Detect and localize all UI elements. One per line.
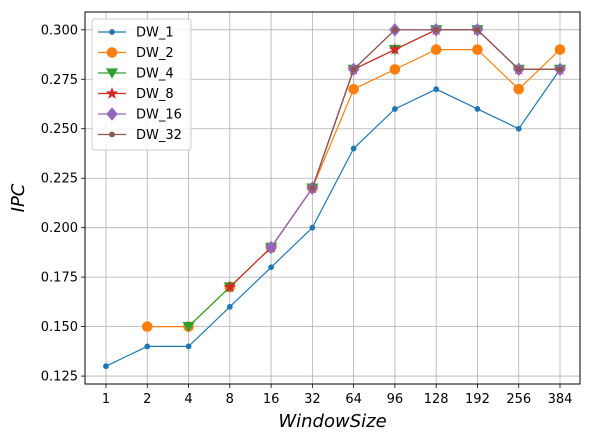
x-tick-label: 1 <box>102 392 110 407</box>
data-point <box>557 66 563 73</box>
series-DW_32 <box>309 26 563 192</box>
y-axis-label: IPC <box>8 183 29 212</box>
data-point <box>433 86 440 93</box>
legend-item: DW_16 <box>98 107 182 123</box>
data-point <box>513 83 525 95</box>
series-layer <box>103 23 567 370</box>
y-tick-label: 0.300 <box>41 23 78 38</box>
data-point <box>141 321 153 332</box>
y-tick-label: 0.225 <box>41 172 78 187</box>
legend-swatch-marker <box>105 87 119 99</box>
y-tick-label: 0.275 <box>41 73 78 88</box>
data-point <box>182 321 195 333</box>
data-point <box>348 83 359 95</box>
x-tick-label: 32 <box>304 392 321 407</box>
data-point <box>226 303 233 310</box>
data-point <box>185 343 192 350</box>
x-tick-label: 2 <box>143 392 151 407</box>
x-tick-label: 64 <box>345 392 362 407</box>
plot-frame <box>84 11 581 385</box>
data-point <box>474 106 481 112</box>
y-tick-label: 0.125 <box>41 370 78 385</box>
data-point <box>515 125 522 132</box>
legend-label: DW_16 <box>136 108 182 123</box>
legend-label: DW_32 <box>136 128 182 143</box>
data-point <box>430 44 442 55</box>
data-point <box>350 66 357 73</box>
data-point <box>223 280 236 293</box>
x-tick-label: 128 <box>424 392 449 407</box>
data-point <box>103 363 109 370</box>
data-point <box>389 64 401 75</box>
data-point <box>309 224 316 231</box>
data-point <box>433 26 440 33</box>
legend-label: DW_1 <box>136 26 174 41</box>
data-point <box>554 44 566 55</box>
data-point <box>474 26 481 33</box>
legend-item: DW_4 <box>98 67 174 82</box>
y-tick-label: 0.150 <box>41 320 78 335</box>
legend-label: DW_4 <box>136 67 174 82</box>
legend-item: DW_1 <box>98 26 174 41</box>
series-line <box>105 69 561 367</box>
legend: DW_1 DW_2 DW_4 DW_8 DW_16 DW_32 <box>91 18 192 151</box>
legend-item: DW_8 <box>98 87 174 102</box>
y-tick-label: 0.250 <box>41 122 78 137</box>
x-tick-label: 4 <box>184 392 192 407</box>
data-point <box>515 66 522 73</box>
data-point <box>392 106 398 112</box>
data-point <box>268 264 274 271</box>
ticks: 1 2 4 8 16 32 64 96 128 192 256 384 0.125 0.150 0.175 0… <box>41 23 573 407</box>
data-point <box>265 240 277 255</box>
x-tick-label: 96 <box>387 392 404 407</box>
x-axis-label: WindowSize <box>278 411 386 432</box>
x-tick-label: 384 <box>548 392 573 407</box>
data-point <box>144 343 151 350</box>
x-tick-label: 256 <box>506 392 531 407</box>
y-tick-label: 0.175 <box>41 271 78 286</box>
data-point <box>388 43 402 55</box>
data-point <box>392 26 398 33</box>
legend-swatch-marker <box>105 68 119 79</box>
x-tick-label: 192 <box>465 392 490 407</box>
data-point <box>309 185 316 192</box>
legend-swatch-marker <box>109 29 115 35</box>
legend-swatch-marker <box>109 131 115 138</box>
x-tick-label: 8 <box>226 392 234 407</box>
series-DW_1 <box>103 66 563 370</box>
legend-swatch-marker <box>106 107 118 121</box>
legend-label: DW_8 <box>136 87 174 102</box>
data-point <box>350 145 357 152</box>
legend-item: DW_32 <box>98 128 182 143</box>
legend-swatch-marker <box>106 47 118 58</box>
data-point <box>472 44 483 55</box>
y-tick-label: 0.200 <box>41 221 78 236</box>
x-tick-label: 16 <box>263 392 280 407</box>
legend-item: DW_2 <box>98 46 174 61</box>
legend-label: DW_2 <box>136 46 174 61</box>
